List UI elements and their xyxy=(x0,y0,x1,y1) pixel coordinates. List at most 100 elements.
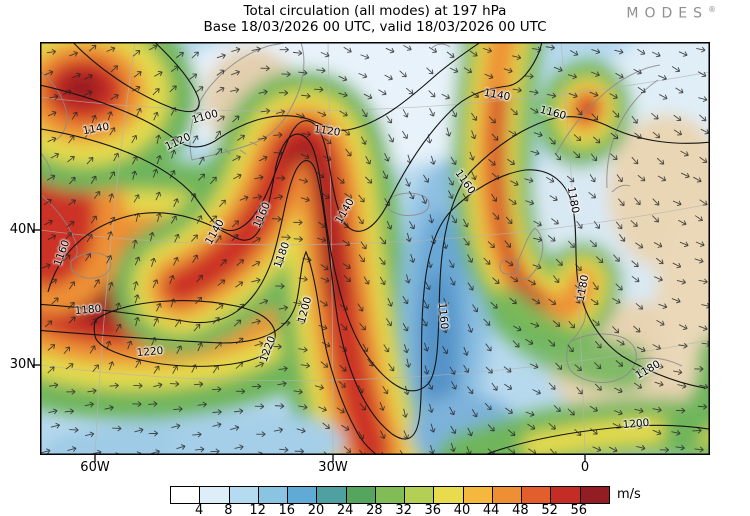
wind-arrow xyxy=(423,365,430,375)
wind-arrow xyxy=(588,191,597,199)
wind-arrow xyxy=(576,386,583,395)
wind-arrow xyxy=(343,275,352,283)
wind-arrow xyxy=(592,282,599,291)
wind-arrow xyxy=(343,46,352,53)
wind-arrow xyxy=(402,295,409,305)
colorbar xyxy=(170,486,610,504)
wind-arrow xyxy=(251,260,261,267)
map-frame xyxy=(40,42,710,455)
colorbar-tick-label: 20 xyxy=(307,503,325,516)
wind-arrow xyxy=(50,152,60,159)
wind-arrow xyxy=(342,263,351,270)
wind-arrow xyxy=(276,109,286,115)
wind-arrow xyxy=(548,422,556,430)
wind-arrow xyxy=(109,171,116,180)
wind-arrow xyxy=(360,241,367,250)
wind-arrow xyxy=(69,51,79,57)
wind-arrow xyxy=(358,254,365,263)
colorbar-tick-label: 16 xyxy=(278,503,296,516)
wind-arrow xyxy=(680,172,690,179)
wind-arrow xyxy=(388,363,395,372)
wind-arrow xyxy=(491,382,498,391)
wind-arrow xyxy=(575,263,582,272)
wind-arrow xyxy=(300,153,310,160)
wind-arrow xyxy=(255,361,264,368)
wind-arrow xyxy=(363,276,370,285)
wind-arrow xyxy=(506,158,516,165)
wind-arrow xyxy=(379,276,386,286)
wind-arrow xyxy=(553,405,561,413)
wind-arrow xyxy=(191,234,198,242)
wind-arrow xyxy=(88,44,97,52)
wind-arrow xyxy=(405,358,412,368)
wind-arrow xyxy=(317,111,327,117)
wind-arrow xyxy=(50,422,60,429)
wind-arrow xyxy=(694,257,704,264)
wind-arrow xyxy=(62,89,72,96)
wind-arrow xyxy=(233,319,242,327)
wind-arrow xyxy=(336,407,345,414)
wind-arrow xyxy=(450,442,456,453)
wind-arrow xyxy=(573,134,582,141)
wind-arrow xyxy=(233,408,244,415)
wind-arrow xyxy=(216,86,225,93)
wind-arrow xyxy=(402,408,408,418)
wind-arrow xyxy=(635,242,644,249)
wind-arrow xyxy=(105,340,112,350)
wind-arrow xyxy=(491,133,499,141)
wind-arrow xyxy=(273,194,283,201)
map-canvas xyxy=(33,42,710,462)
modes-logo-text: MODES xyxy=(626,5,708,22)
wind-arrow xyxy=(133,71,142,78)
wind-arrow xyxy=(293,219,303,226)
wind-arrow xyxy=(367,358,374,367)
wind-arrow xyxy=(110,65,119,73)
wind-arrow xyxy=(508,130,517,137)
wind-arrow xyxy=(191,51,199,59)
wind-arrow xyxy=(429,423,436,433)
wind-arrow xyxy=(634,132,642,139)
wind-arrow xyxy=(131,85,141,92)
wind-arrow xyxy=(427,259,433,269)
wind-arrow xyxy=(191,364,197,373)
wind-arrow xyxy=(170,298,176,308)
wind-arrow xyxy=(237,303,245,311)
wind-arrow xyxy=(654,381,664,387)
wind-arrow xyxy=(340,323,348,331)
wind-arrow xyxy=(428,90,436,98)
wind-arrow xyxy=(546,92,557,99)
wind-arrow xyxy=(86,156,94,165)
wind-arrow xyxy=(281,71,291,78)
wind-arrow xyxy=(361,108,368,118)
wind-arrow xyxy=(615,283,623,291)
wind-arrow xyxy=(195,296,203,305)
wind-arrow xyxy=(699,199,708,206)
wind-arrow xyxy=(678,342,688,349)
wind-arrow xyxy=(251,277,261,284)
wind-arrow xyxy=(512,325,522,332)
wind-arrow xyxy=(503,366,512,373)
wind-arrow xyxy=(316,171,325,179)
wind-arrow xyxy=(381,451,388,455)
wind-arrow xyxy=(216,53,226,59)
wind-arrow xyxy=(231,220,240,228)
wind-arrow xyxy=(338,380,346,388)
wind-arrow xyxy=(64,408,74,415)
wind-arrow xyxy=(678,324,688,330)
wind-arrow xyxy=(169,170,176,179)
wind-arrow xyxy=(379,236,387,245)
wind-arrow xyxy=(322,422,330,430)
wind-arrow xyxy=(467,254,474,263)
wind-arrow xyxy=(483,318,491,326)
wind-arrow xyxy=(66,388,76,395)
wind-arrow xyxy=(508,198,517,205)
wind-arrow xyxy=(236,259,245,266)
wind-arrow xyxy=(93,190,101,199)
wind-arrow xyxy=(320,361,329,368)
wind-arrow xyxy=(342,239,351,246)
colorbar-segment xyxy=(345,487,375,503)
wind-arrow xyxy=(233,173,242,180)
wind-arrow xyxy=(339,304,349,311)
wind-arrow xyxy=(251,46,261,53)
wind-arrow xyxy=(533,131,543,138)
